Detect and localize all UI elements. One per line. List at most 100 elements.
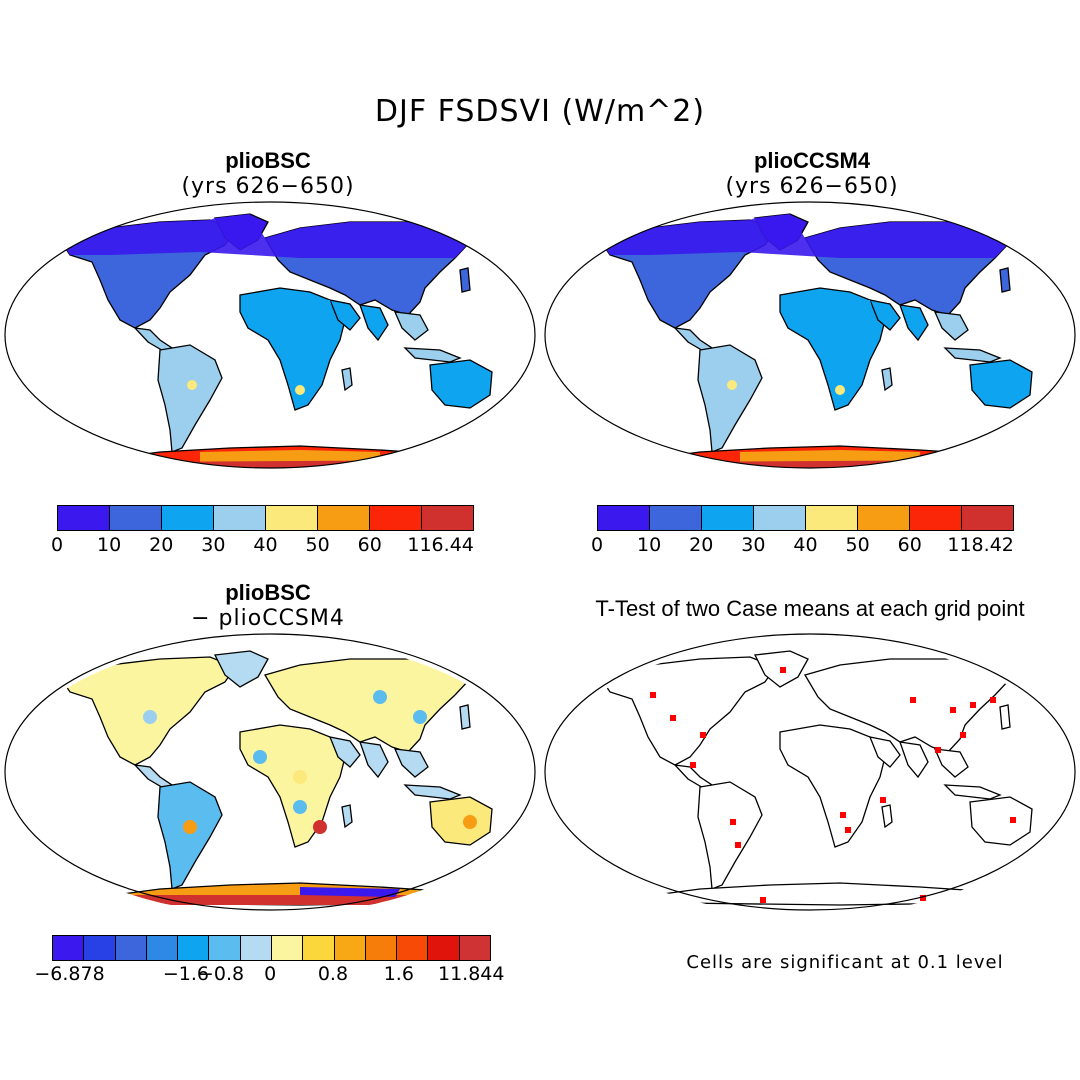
colorbar-difference-swatch <box>240 936 272 960</box>
land-japan <box>999 267 1011 293</box>
land-arabia <box>328 299 361 331</box>
colorbar-plioBSC-tick-label: 30 <box>201 534 226 556</box>
colorbar-plioCCSM4-swatch <box>910 506 962 530</box>
cold-high-latitudes <box>60 214 470 258</box>
land-southAmerica <box>157 781 223 890</box>
colorbar-plioCCSM4 <box>597 505 1014 531</box>
land-madagascar <box>341 804 353 829</box>
map-frame <box>4 633 536 911</box>
anomaly-blob <box>413 710 427 724</box>
colorbar-plioBSC-tick-label: 60 <box>357 534 382 556</box>
anomaly-blob <box>253 750 267 764</box>
significant-cell <box>935 747 941 753</box>
significant-cell <box>690 762 696 768</box>
panel-bl-case-name: plioBSC <box>225 580 311 605</box>
land-japan <box>459 267 471 293</box>
land-australia <box>969 796 1033 846</box>
land-australia <box>429 359 493 409</box>
anomaly-blob <box>293 770 307 784</box>
warm-spot <box>727 380 737 390</box>
colorbar-difference-swatch <box>459 936 490 960</box>
colorbar-plioBSC <box>57 505 474 531</box>
colorbar-plioCCSM4-tick-label: 20 <box>689 534 714 556</box>
colorbar-difference-swatch <box>178 936 210 960</box>
land-seAsia <box>393 748 429 778</box>
colorbar-difference-swatch <box>115 936 147 960</box>
colorbar-difference-swatch <box>146 936 179 960</box>
colorbar-plioCCSM4-swatch <box>858 506 910 530</box>
colorbar-plioBSC-swatch <box>58 506 110 530</box>
colorbar-difference-swatch <box>334 936 366 960</box>
significant-cell <box>760 897 766 903</box>
land-southAmerica <box>697 344 763 453</box>
land-seAsia <box>933 748 969 778</box>
significance-note: Cells are significant at 0.1 level <box>686 952 1004 973</box>
land-southAmerica <box>697 781 763 890</box>
warm-spot <box>295 385 305 395</box>
colorbar-plioBSC-labels: 0 10 20 30 40 50 60 116.44 <box>51 534 474 558</box>
colorbar-plioCCSM4-swatch <box>754 506 806 530</box>
land-madagascar <box>341 367 353 392</box>
map-difference <box>4 633 536 911</box>
land-india <box>899 304 929 342</box>
warm-spot <box>187 380 197 390</box>
land-greenland <box>214 650 269 688</box>
land-australia <box>429 796 493 846</box>
anomaly-blob <box>313 820 327 834</box>
colorbar-plioCCSM4-tick-label: 40 <box>793 534 818 556</box>
map-ttest-significance <box>544 633 1076 911</box>
anomaly-blob <box>183 820 197 834</box>
significant-cell <box>880 797 886 803</box>
land-indonesia <box>943 784 1002 800</box>
significant-cell <box>990 697 996 703</box>
land-india <box>359 741 389 779</box>
colorbar-plioBSC-tick-label: 10 <box>97 534 122 556</box>
colorbar-difference-tick-label: −0.8 <box>197 963 245 985</box>
colorbar-difference-tick-label: 11.844 <box>437 963 505 985</box>
colorbar-plioCCSM4-swatch <box>962 506 1013 530</box>
colorbar-plioCCSM4-swatch <box>650 506 702 530</box>
map-frame <box>544 633 1076 911</box>
colorbar-plioCCSM4-tick-label: 60 <box>897 534 922 556</box>
significant-cell <box>960 732 966 738</box>
land-africa <box>239 724 346 848</box>
map-plioBSC <box>4 201 536 469</box>
land-seAsia <box>393 311 429 341</box>
anomaly-blob <box>173 840 187 854</box>
colorbar-difference-swatch <box>271 936 304 960</box>
land-india <box>359 304 389 342</box>
map-frame <box>544 201 1076 469</box>
colorbar-plioBSC-tick-label: 40 <box>253 534 278 556</box>
colorbar-plioCCSM4-swatch <box>702 506 754 530</box>
land-arabia <box>868 299 901 331</box>
anomaly-blob <box>463 815 477 829</box>
colorbar-plioBSC-tick-label: 20 <box>149 534 174 556</box>
map-plioCCSM4 <box>544 201 1076 469</box>
colorbar-plioCCSM4-labels: 0 10 20 30 40 50 60 118.42 <box>591 534 1014 558</box>
colorbar-difference-tick-label: 0 <box>264 963 277 985</box>
colorbar-difference-tick-label: 1.6 <box>383 963 414 985</box>
panel-tl-case-name: plioBSC <box>225 148 311 173</box>
colorbar-plioCCSM4-swatch <box>806 506 858 530</box>
colorbar-plioCCSM4-swatch <box>598 506 650 530</box>
colorbar-plioBSC-swatch <box>370 506 422 530</box>
significant-cell <box>840 812 846 818</box>
significant-cell <box>920 895 926 901</box>
significant-cell <box>735 842 741 848</box>
anomaly-blob <box>293 800 307 814</box>
colorbar-plioBSC-swatch <box>162 506 214 530</box>
colorbar-plioBSC-swatch <box>266 506 318 530</box>
colorbar-difference-tick-label: −6.878 <box>34 963 105 985</box>
colorbar-difference-swatch <box>303 936 335 960</box>
colorbar-plioCCSM4-tick-label: 118.42 <box>947 534 1014 556</box>
land-indonesia <box>403 784 462 800</box>
land-madagascar <box>881 804 893 829</box>
significant-cell <box>780 667 786 673</box>
significant-cell <box>845 827 851 833</box>
significant-cell <box>670 715 676 721</box>
colorbar-plioBSC-tick-label: 0 <box>50 534 64 556</box>
colorbar-difference-labels: −6.878 −1.6 −0.8 0 0.8 1.6 11.844 <box>34 963 504 987</box>
colorbar-plioBSC-swatch <box>422 506 473 530</box>
significant-cell <box>990 892 996 898</box>
land-japan <box>999 704 1011 730</box>
